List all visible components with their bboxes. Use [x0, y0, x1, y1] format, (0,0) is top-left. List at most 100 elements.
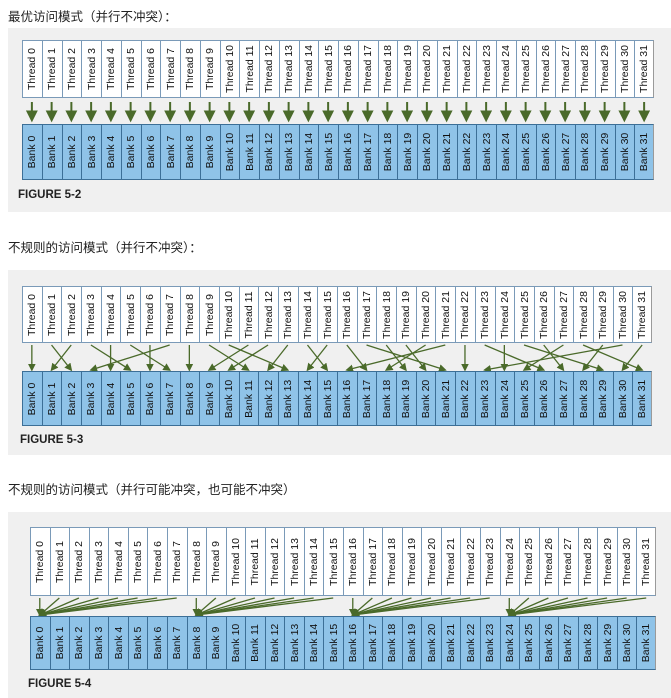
bank-label: Bank 19: [405, 623, 418, 663]
bank-label: Bank 12: [262, 379, 275, 418]
thread-label: Thread 14: [308, 537, 321, 586]
thread-10: Thread 10: [219, 40, 240, 98]
thread-label: Thread 26: [539, 45, 552, 93]
bank-label: Bank 12: [269, 623, 282, 663]
arrow-thread-19-to-bank-20: [405, 344, 427, 372]
bank-label: Bank 9: [203, 382, 216, 415]
bank-16: Bank 16: [338, 124, 358, 180]
bank-label: Bank 22: [460, 132, 473, 172]
thread-17: Thread 17: [357, 40, 378, 98]
thread-label: Thread 28: [577, 290, 590, 339]
bank-30: Bank 30: [612, 371, 633, 426]
thread-label: Thread 10: [229, 537, 242, 586]
bank-label: Bank 31: [636, 379, 649, 418]
bank-2: Bank 2: [61, 371, 82, 426]
thread-21: Thread 21: [440, 527, 461, 596]
thread-1: Thread 1: [41, 286, 62, 343]
thread-label: Thread 29: [599, 45, 612, 93]
bank-4: Bank 4: [108, 616, 128, 670]
bank-label: Bank 22: [459, 379, 472, 418]
thread-16: Thread 16: [337, 286, 357, 343]
thread-label: Thread 27: [557, 290, 570, 339]
thread-3: Thread 3: [81, 40, 101, 98]
thread-22: Thread 22: [455, 286, 475, 343]
arrow-thread-27-to-bank-25: [522, 344, 564, 371]
thread-label: Thread 17: [366, 537, 379, 586]
thread-label: Thread 31: [636, 290, 649, 339]
figure-5-2-panel: Thread 0 Thread 1 Thread 2 Thread 3 Thread 4…: [8, 28, 671, 212]
thread-28: Thread 28: [577, 527, 598, 596]
thread-label: Thread 12: [262, 290, 275, 339]
bank-21: Bank 21: [440, 616, 461, 670]
thread-14: Thread 14: [303, 527, 324, 596]
bank-label: Bank 29: [599, 132, 612, 172]
bank-29: Bank 29: [597, 616, 617, 670]
bank-label: Bank 8: [183, 382, 196, 415]
thread-19: Thread 19: [401, 527, 422, 596]
thread-label: Thread 1: [53, 540, 66, 583]
bank-10: Bank 10: [218, 371, 239, 426]
bank-18: Bank 18: [382, 616, 402, 670]
thread-label: Thread 23: [479, 290, 492, 339]
thread-6: Thread 6: [147, 527, 167, 596]
thread-21: Thread 21: [435, 286, 456, 343]
thread-30: Thread 30: [616, 527, 637, 596]
bank-1: Bank 1: [41, 124, 62, 180]
heading-irregular-maybe-conflict: 不规则的访问模式（并行可能冲突，也可能不冲突）: [8, 482, 296, 497]
bank-11: Bank 11: [245, 616, 265, 670]
thread-label: Thread 11: [249, 537, 262, 586]
thread-22: Thread 22: [456, 40, 477, 98]
thread-label: Thread 13: [283, 45, 296, 93]
bank-4: Bank 4: [100, 371, 121, 426]
bank-label: Bank 10: [223, 379, 236, 418]
bank-label: Bank 6: [151, 626, 164, 660]
thread-label: Thread 17: [361, 290, 374, 339]
thread-11: Thread 11: [239, 40, 259, 98]
thread-0: Thread 0: [22, 40, 42, 98]
thread-label: Thread 24: [498, 290, 511, 339]
bank-3: Bank 3: [81, 124, 101, 180]
bank-label: Bank 15: [322, 132, 335, 172]
bank-22: Bank 22: [460, 616, 480, 670]
bank-6: Bank 6: [140, 371, 160, 426]
bank-22: Bank 22: [456, 124, 477, 180]
thread-28: Thread 28: [575, 40, 595, 98]
thread-31: Thread 31: [634, 40, 654, 98]
thread-label: Thread 14: [301, 290, 314, 339]
thread-label: Thread 25: [518, 290, 531, 339]
thread-label: Thread 21: [445, 537, 458, 586]
bank-label: Bank 9: [204, 135, 217, 169]
bank-label: Bank 17: [362, 132, 375, 172]
bank-label: Bank 9: [210, 626, 223, 660]
bank-row: Bank 0 Bank 1 Bank 2 Bank 3 Bank 4 Bank 5 Bank…: [22, 371, 652, 426]
thread-label: Thread 12: [263, 45, 276, 93]
thread-30: Thread 30: [612, 286, 633, 343]
bank-2: Bank 2: [69, 616, 89, 670]
bank-5: Bank 5: [127, 616, 148, 670]
bank-label: Bank 25: [523, 623, 536, 663]
bank-27: Bank 27: [553, 371, 574, 426]
bank-4: Bank 4: [101, 124, 121, 180]
bank-label: Bank 18: [380, 379, 393, 418]
bank-15: Bank 15: [323, 616, 343, 670]
thread-26: Thread 26: [533, 286, 554, 343]
bank-label: Bank 16: [347, 623, 360, 663]
bank-23: Bank 23: [476, 124, 496, 180]
bank-label: Bank 27: [559, 132, 572, 172]
thread-label: Thread 9: [210, 540, 223, 583]
thread-8: Thread 8: [186, 527, 207, 596]
thread-label: Thread 2: [73, 540, 86, 583]
bank-8: Bank 8: [180, 124, 200, 180]
bank-24: Bank 24: [494, 371, 515, 426]
thread-label: Thread 20: [425, 537, 438, 586]
bank-14: Bank 14: [303, 616, 324, 670]
bank-17: Bank 17: [357, 124, 378, 180]
thread-label: Thread 19: [400, 290, 413, 339]
thread-15: Thread 15: [318, 40, 338, 98]
thread-18: Thread 18: [376, 286, 397, 343]
bank-14: Bank 14: [298, 124, 319, 180]
bank-label: Bank 23: [484, 623, 497, 663]
bank-label: Bank 15: [327, 623, 340, 663]
thread-label: Thread 9: [203, 293, 216, 336]
thread-label: Thread 29: [601, 537, 614, 586]
